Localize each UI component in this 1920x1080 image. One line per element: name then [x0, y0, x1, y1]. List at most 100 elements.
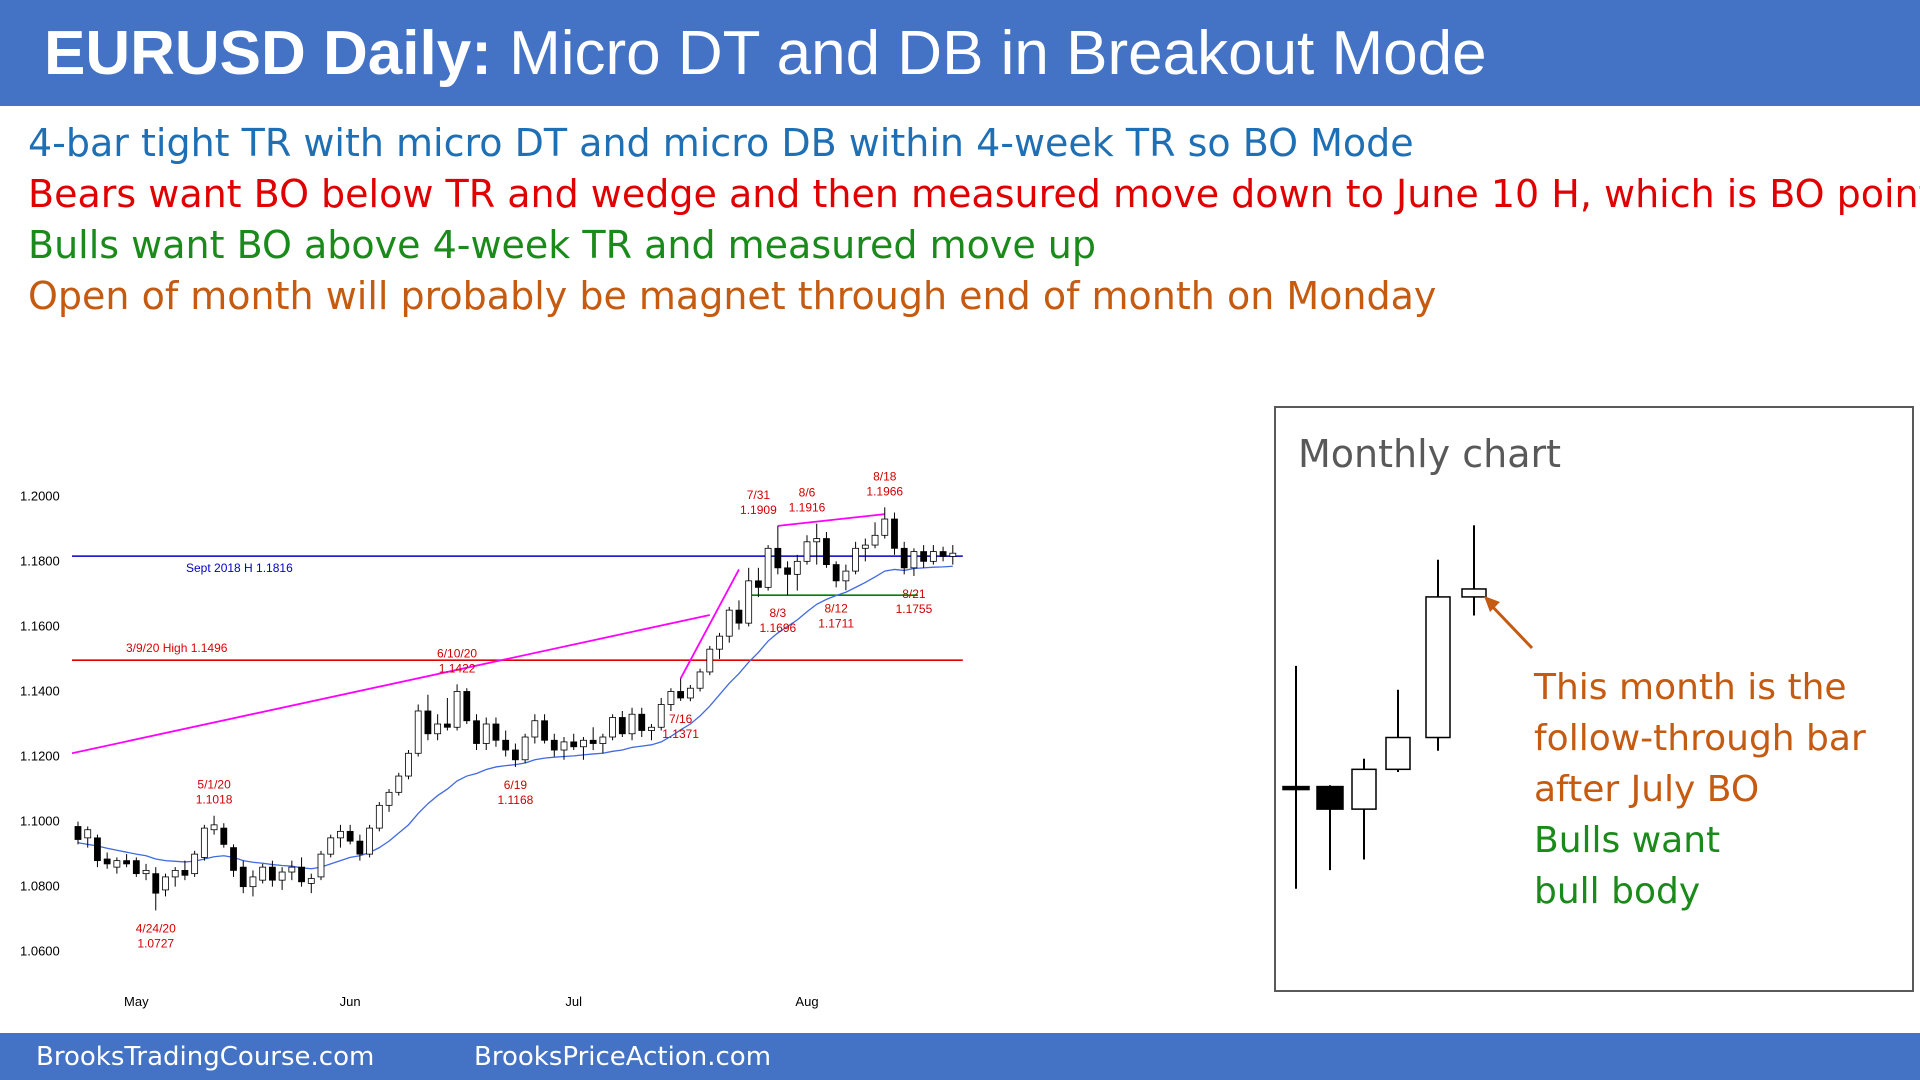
candle-body	[473, 720, 480, 744]
annotation-date: 7/16	[669, 712, 693, 726]
daily-candle	[453, 684, 461, 731]
daily-candle	[200, 824, 208, 861]
candle-body	[317, 853, 325, 878]
monthly-candle	[1316, 785, 1344, 871]
daily-candle	[473, 714, 480, 751]
candle-body	[764, 547, 772, 588]
daily-candle	[803, 535, 811, 565]
daily-candle	[278, 867, 286, 890]
daily-candle	[230, 844, 237, 877]
candle-body	[716, 635, 723, 650]
candle-body	[706, 648, 714, 673]
candle-body	[152, 873, 160, 894]
daily-candle	[434, 714, 442, 741]
title-symbol: EURUSD Daily:	[44, 19, 492, 88]
candle-body	[648, 726, 655, 731]
candle-body	[1351, 768, 1377, 810]
trendline	[71, 614, 710, 755]
annotation-date: 7/31	[747, 488, 771, 502]
candle-body	[492, 723, 500, 741]
daily-candle	[259, 863, 267, 884]
candle-body	[725, 609, 733, 637]
daily-candle	[337, 824, 344, 848]
daily-candle	[716, 632, 723, 659]
y-tick-label: 1.1600	[20, 618, 60, 633]
monthly-candlestick-chart	[1282, 525, 1534, 889]
candle-body	[288, 866, 296, 873]
candle-body	[560, 741, 568, 751]
daily-candle	[832, 561, 840, 588]
annotation-date: 8/6	[799, 486, 816, 500]
daily-candle	[405, 750, 412, 780]
candle-body	[580, 739, 587, 748]
daily-candle	[327, 834, 335, 858]
monthly-chart-panel: Monthly chart This month is the follow-t…	[1274, 406, 1914, 992]
daily-candle	[414, 704, 422, 757]
candle-body	[132, 860, 140, 875]
daily-candle	[220, 823, 228, 848]
candle-body	[443, 723, 451, 728]
daily-candle	[725, 606, 733, 643]
daily-candle	[609, 714, 616, 741]
candle-body	[94, 837, 101, 862]
annotation-date: 6/19	[504, 778, 528, 792]
daily-candle	[239, 860, 247, 894]
daily-candle	[142, 863, 150, 881]
monthly-annotation-line: This month is the	[1534, 667, 1847, 708]
candle-body	[735, 609, 743, 624]
candle-body	[142, 869, 150, 875]
candle-body	[531, 720, 539, 738]
daily-candle	[745, 567, 753, 627]
annotation-date: 4/24/20	[136, 921, 176, 935]
candle-body	[852, 547, 859, 572]
candle-body	[861, 544, 869, 549]
x-month-label: Aug	[795, 994, 818, 1009]
daily-candle	[900, 541, 908, 575]
daily-candle	[463, 688, 471, 724]
daily-candle	[706, 645, 714, 676]
trendline	[679, 569, 740, 679]
candle-body	[113, 860, 121, 868]
candle-body	[910, 551, 918, 569]
daily-candle	[492, 717, 500, 747]
daily-candle	[929, 545, 937, 565]
daily-candle	[521, 733, 529, 764]
candle-body	[307, 878, 315, 884]
daily-candle	[686, 684, 694, 702]
daily-candle	[482, 717, 490, 751]
annotation-price: 1.1371	[662, 727, 699, 741]
y-tick-label: 1.1800	[20, 553, 60, 568]
annotation-price: 1.1018	[196, 793, 233, 807]
daily-candle	[881, 507, 889, 539]
candle-body	[900, 547, 908, 569]
daily-candle	[696, 668, 704, 692]
daily-candle	[939, 546, 947, 562]
annotation-date: 6/10/20	[437, 646, 477, 660]
candle-body	[200, 827, 208, 858]
horizontal-level-label: 3/9/20 High 1.1496	[126, 641, 228, 655]
annotation-date: 8/21	[902, 587, 926, 601]
footer-link-right[interactable]: BrooksPriceAction.com	[474, 1042, 772, 1072]
daily-candle	[599, 733, 607, 754]
candle-body	[929, 551, 937, 562]
candle-body	[628, 713, 636, 735]
y-tick-label: 1.1400	[20, 683, 60, 698]
daily-candle	[648, 724, 655, 741]
note-line-bo-mode: 4-bar tight TR with micro DT and micro D…	[28, 121, 1414, 165]
candle-body	[424, 710, 432, 735]
candle-body	[162, 876, 169, 891]
daily-candle	[346, 824, 354, 845]
daily-candle	[861, 538, 869, 562]
daily-candle	[385, 789, 393, 812]
daily-candle	[618, 710, 626, 738]
daily-candle	[113, 857, 121, 874]
candle-body	[123, 860, 130, 865]
footer-link-left[interactable]: BrooksTradingCourse.com	[36, 1042, 375, 1072]
monthly-chart-title: Monthly chart	[1298, 432, 1562, 476]
candle-body	[502, 739, 510, 751]
annotation-date: 8/12	[824, 601, 848, 615]
candle-body	[181, 869, 189, 876]
candle-body	[891, 518, 898, 549]
candle-body	[599, 736, 607, 744]
candle-body	[813, 538, 821, 543]
